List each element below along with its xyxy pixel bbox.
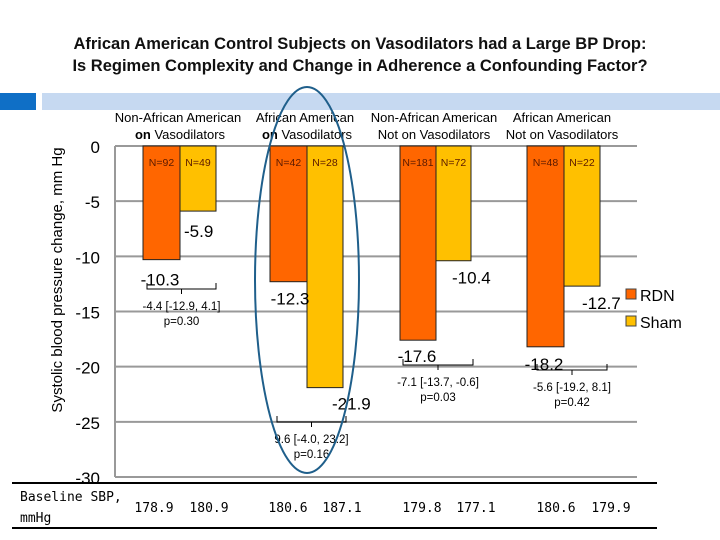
- title-line-2: Is Regimen Complexity and Change in Adhe…: [72, 57, 648, 75]
- accent-block: [0, 93, 36, 110]
- baseline-sbp-value: 179.9: [591, 501, 630, 516]
- difference-ci: -4.4 [-12.9, 4.1]: [143, 301, 221, 313]
- y-tick-label: -10: [75, 248, 100, 267]
- value-label-sham: -10.4: [452, 269, 491, 288]
- y-tick-label: -5: [85, 193, 100, 212]
- difference-ci: -7.1 [-13.7, -0.6]: [397, 377, 479, 389]
- category-label-line1: Non-African American: [115, 110, 241, 125]
- value-label-rdn: -18.2: [525, 355, 564, 374]
- bar-sham: [306, 145, 344, 389]
- category-label-line1: Non-African American: [371, 110, 497, 125]
- y-axis-label: Systolic blood pressure change, mm Hg: [49, 147, 66, 412]
- difference-ci: -5.6 [-19.2, 8.1]: [533, 382, 611, 394]
- difference-p-value: p=0.30: [164, 316, 200, 328]
- baseline-sbp-value: 180.6: [536, 501, 575, 516]
- category-label-line1: African American: [513, 110, 611, 125]
- header-band: [42, 93, 720, 110]
- value-label-sham: -12.7: [582, 294, 621, 313]
- legend-label-rdn: RDN: [640, 288, 675, 305]
- bar-sham: [563, 145, 601, 287]
- baseline-label-line1: Baseline SBP,: [20, 490, 122, 505]
- title-line-1: African American Control Subjects on Vas…: [73, 35, 647, 53]
- y-tick-label: 0: [91, 138, 100, 157]
- difference-bracket: [402, 359, 474, 370]
- n-label: N=22: [569, 157, 595, 169]
- difference-ci: 9.6 [-4.0, 23.2]: [274, 434, 348, 446]
- n-label: N=28: [312, 157, 338, 169]
- difference-bracket: [276, 416, 347, 427]
- category-label-line1: African American: [256, 110, 354, 125]
- legend-label-sham: Sham: [640, 315, 682, 332]
- n-label: N=42: [276, 157, 302, 169]
- value-label-rdn: -12.3: [271, 290, 310, 309]
- bar-sham: [435, 145, 472, 262]
- bar-sham: [179, 145, 217, 212]
- category-label-line2: Not on Vasodilators: [506, 127, 619, 142]
- baseline-sbp-value: 177.1: [456, 501, 495, 516]
- highlight-ellipse: [254, 86, 360, 474]
- legend-swatch-rdn: [625, 288, 637, 300]
- y-tick-label: -20: [75, 359, 100, 378]
- difference-p-value: p=0.03: [420, 392, 456, 404]
- n-label: N=72: [441, 157, 467, 169]
- baseline-sbp-value: 180.6: [268, 501, 307, 516]
- category-bold-word: on: [135, 127, 151, 142]
- value-label-rdn: -17.6: [398, 347, 437, 366]
- category-rest: Not on Vasodilators: [506, 127, 619, 142]
- slide-title: African American Control Subjects on Vas…: [0, 33, 720, 77]
- category-rest: Not on Vasodilators: [378, 127, 491, 142]
- y-tick-label: -30: [75, 469, 100, 488]
- category-label-line2: on Vasodilators: [135, 127, 226, 142]
- y-tick-label: -15: [75, 304, 100, 323]
- value-label-sham: -21.9: [332, 395, 371, 414]
- legend-swatch-sham: [625, 315, 637, 327]
- baseline-sbp-value: 180.9: [189, 501, 228, 516]
- n-label: N=49: [185, 157, 211, 169]
- difference-p-value: p=0.16: [294, 449, 330, 461]
- difference-p-value: p=0.42: [554, 397, 590, 409]
- difference-bracket: [146, 283, 217, 294]
- baseline-sbp-value: 179.8: [402, 501, 441, 516]
- category-rest: Vasodilators: [151, 127, 226, 142]
- baseline-sbp-value: 187.1: [322, 501, 361, 516]
- baseline-label-line2: mmHg: [20, 511, 51, 526]
- category-label-line2: Not on Vasodilators: [378, 127, 491, 142]
- value-label-sham: -5.9: [184, 222, 213, 241]
- n-label: N=92: [149, 157, 175, 169]
- n-label: N=48: [533, 157, 559, 169]
- n-label: N=181: [402, 157, 433, 169]
- bar-rdn: [526, 145, 565, 348]
- value-label-rdn: -10.3: [141, 271, 180, 290]
- bar-rdn: [399, 145, 437, 341]
- category-rest: Vasodilators: [278, 127, 353, 142]
- baseline-sbp-value: 178.9: [134, 501, 173, 516]
- difference-bracket: [536, 364, 608, 375]
- bar-rdn: [269, 145, 308, 283]
- y-tick-label: -25: [75, 414, 100, 433]
